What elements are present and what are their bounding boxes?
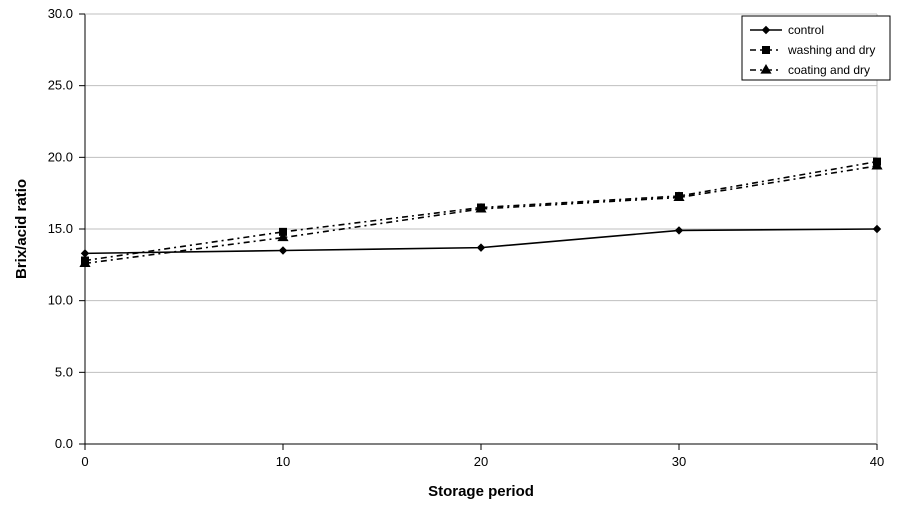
legend-label: washing and dry	[787, 43, 875, 57]
y-tick-label: 0.0	[55, 436, 73, 451]
legend: control washing and dry coating and dry	[742, 16, 890, 80]
legend-label: coating and dry	[788, 63, 870, 77]
y-tick-label: 25.0	[48, 78, 73, 93]
y-tick-label: 10.0	[48, 293, 73, 308]
x-axis-label: Storage period	[428, 483, 534, 500]
x-tick-label: 20	[474, 454, 488, 469]
legend-marker	[763, 47, 770, 54]
chart-container: 0.0 5.0 10.0 15.0 20.0 25.0 30.0 0 10 20 30 40 Stora…	[0, 0, 908, 530]
legend-label: control	[788, 23, 824, 37]
x-tick-label: 30	[672, 454, 686, 469]
y-tick-label: 30.0	[48, 6, 73, 21]
x-tick-label: 10	[276, 454, 290, 469]
y-axis-label: Brix/acid ratio	[13, 179, 30, 279]
line-chart: 0.0 5.0 10.0 15.0 20.0 25.0 30.0 0 10 20 30 40 Stora…	[0, 0, 908, 530]
y-tick-label: 5.0	[55, 364, 73, 379]
y-tick-label: 20.0	[48, 149, 73, 164]
x-tick-label: 0	[81, 454, 88, 469]
y-tick-label: 15.0	[48, 221, 73, 236]
x-tick-label: 40	[870, 454, 884, 469]
